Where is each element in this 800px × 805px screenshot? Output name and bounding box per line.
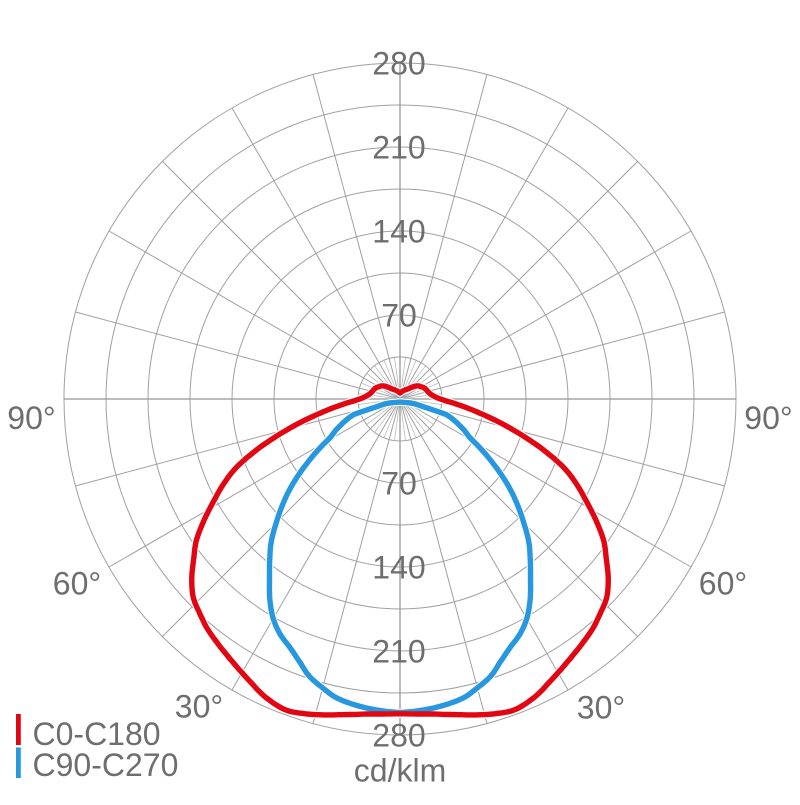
svg-text:cd/klm: cd/klm [354, 753, 446, 789]
svg-text:280: 280 [372, 718, 425, 754]
svg-text:140: 140 [372, 550, 425, 586]
svg-text:60°: 60° [699, 566, 747, 602]
svg-text:30°: 30° [175, 689, 223, 725]
svg-text:C90-C270: C90-C270 [33, 747, 179, 783]
svg-text:140: 140 [372, 214, 425, 250]
svg-text:280: 280 [372, 46, 425, 82]
svg-text:30°: 30° [577, 690, 625, 726]
svg-text:210: 210 [372, 634, 425, 670]
svg-text:60°: 60° [53, 566, 101, 602]
svg-text:70: 70 [381, 466, 417, 502]
svg-text:90°: 90° [744, 400, 792, 436]
svg-text:C0-C180: C0-C180 [33, 716, 161, 752]
svg-text:70: 70 [381, 298, 417, 334]
svg-text:210: 210 [372, 130, 425, 166]
svg-text:90°: 90° [7, 400, 55, 436]
